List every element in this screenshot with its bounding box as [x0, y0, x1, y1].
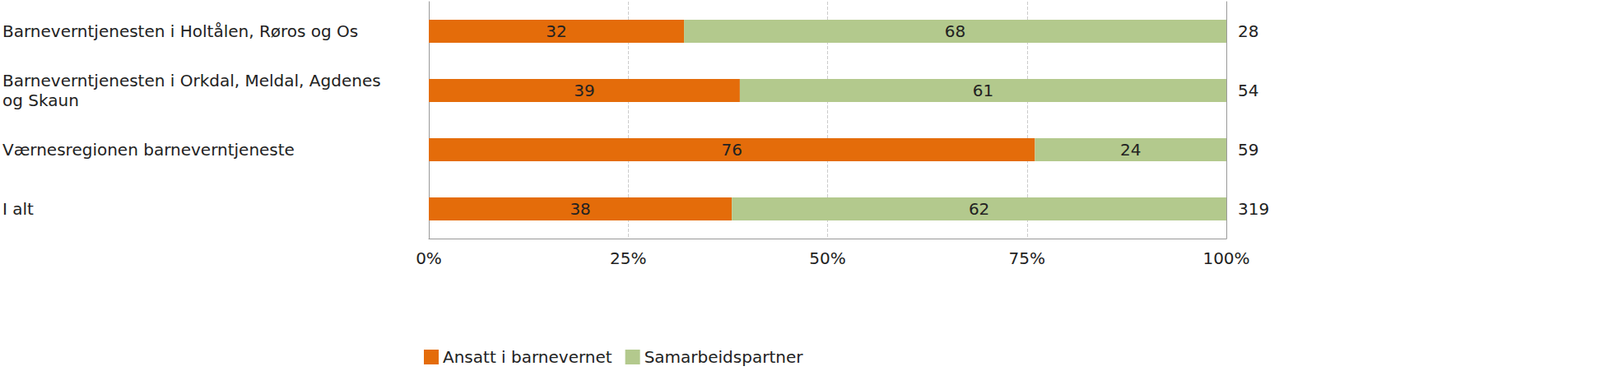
svg-text:76: 76: [720, 139, 742, 160]
svg-text:24: 24: [1120, 139, 1141, 160]
svg-text:61: 61: [972, 80, 994, 101]
svg-text:25%: 25%: [609, 248, 647, 269]
svg-text:100%: 100%: [1202, 248, 1250, 269]
svg-text:Barneverntjenesten i Orkdal, M: Barneverntjenesten i Orkdal, Meldal, Agd…: [2, 70, 387, 91]
svg-text:Ansatt i barnevernet: Ansatt i barnevernet: [442, 347, 613, 368]
svg-text:Samarbeidspartner: Samarbeidspartner: [644, 347, 805, 368]
svg-text:50%: 50%: [809, 248, 846, 269]
svg-text:0%: 0%: [415, 248, 442, 269]
svg-text:59: 59: [1237, 139, 1259, 160]
svg-text:75%: 75%: [1009, 248, 1046, 269]
svg-text:62: 62: [968, 199, 990, 219]
svg-text:39: 39: [573, 80, 595, 101]
svg-text:38: 38: [569, 199, 591, 219]
svg-text:Værnesregionen barneverntjenes: Værnesregionen barneverntjeneste: [2, 139, 295, 160]
svg-text:54: 54: [1237, 80, 1259, 101]
svg-text:28: 28: [1237, 21, 1259, 42]
svg-text:Barneverntjenesten i Holtålen,: Barneverntjenesten i Holtålen, Røros og …: [2, 21, 359, 42]
svg-text:og Skaun: og Skaun: [2, 90, 80, 111]
svg-text:68: 68: [944, 21, 966, 42]
svg-text:I alt: I alt: [2, 199, 34, 219]
svg-text:32: 32: [545, 21, 567, 42]
svg-text:319: 319: [1237, 199, 1270, 219]
